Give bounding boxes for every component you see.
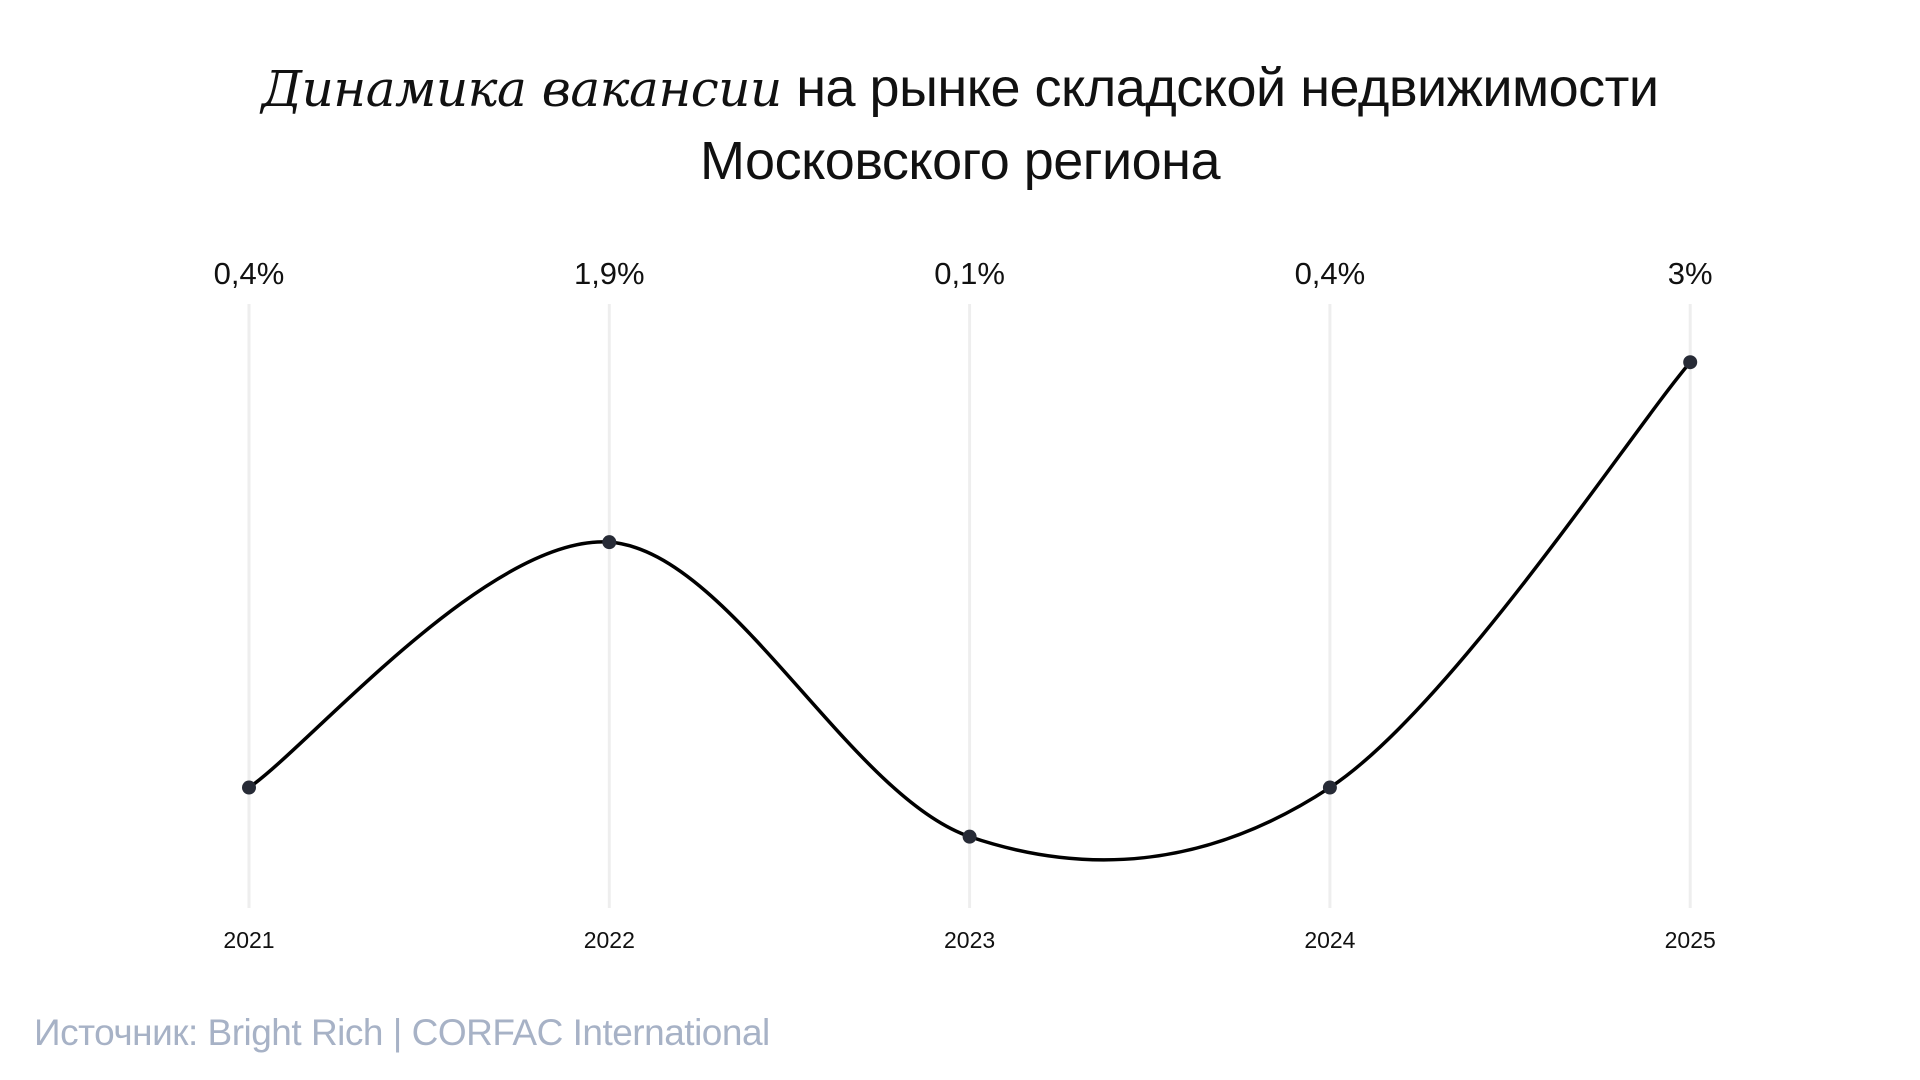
title-italic: Динамика вакансии <box>261 60 782 118</box>
data-label: 0,1% <box>934 256 1005 291</box>
x-tick-label: 2025 <box>1665 927 1716 953</box>
title-line2: Московского региона <box>699 131 1221 191</box>
title-line1-rest: на рынке складской недвижимости <box>796 58 1659 118</box>
x-tick-label: 2024 <box>1304 927 1355 953</box>
data-label: 1,9% <box>574 256 645 291</box>
chart-title: Динамика вакансии на рынке складской нед… <box>0 52 1920 197</box>
x-tick-label: 2023 <box>944 927 995 953</box>
data-point <box>1322 780 1337 795</box>
data-label: 0,4% <box>214 256 285 291</box>
x-tick-label: 2022 <box>584 927 635 953</box>
data-label: 0,4% <box>1295 256 1366 291</box>
data-label: 3% <box>1668 256 1713 291</box>
source-note: Источник: Bright Rich | CORFAC Internati… <box>34 1012 770 1053</box>
x-tick-label: 2021 <box>223 927 274 953</box>
data-point <box>242 780 256 795</box>
data-point <box>962 829 977 844</box>
data-point <box>602 535 617 550</box>
data-point <box>1683 355 1698 370</box>
